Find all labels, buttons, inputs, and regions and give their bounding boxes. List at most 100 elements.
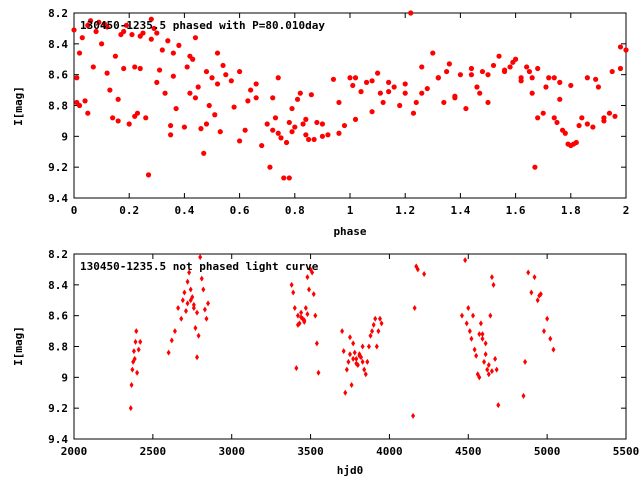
unphased-data-point <box>493 355 498 362</box>
unphased-data-point <box>545 315 550 322</box>
phased-data-point <box>168 132 174 138</box>
phased-data-point <box>228 78 234 84</box>
unphased-data-point <box>532 274 537 281</box>
unphased-data-point <box>202 306 207 313</box>
phased-data-point <box>557 96 563 102</box>
unphased-data-point <box>415 266 420 273</box>
unphased-data-point <box>482 358 487 365</box>
phased-data-point <box>457 72 463 78</box>
phased-data-point <box>479 68 486 75</box>
unphased-data-point <box>360 343 365 350</box>
unphased-data-point <box>477 374 482 381</box>
unphased-data-point <box>483 340 488 347</box>
phased-data-point <box>275 130 281 136</box>
phased-data-point <box>126 121 132 127</box>
phased-data-point <box>341 122 348 129</box>
unphased-data-point <box>169 337 174 344</box>
phased-data-point <box>617 65 624 72</box>
phased-data-point <box>140 30 146 36</box>
phased-data-point <box>162 90 168 96</box>
unphased-data-point <box>136 346 141 353</box>
phased-data-point <box>104 24 110 30</box>
phased-data-point <box>187 90 193 96</box>
phased-data-point <box>430 50 436 56</box>
phased-data-point <box>352 116 359 122</box>
phased-data-point <box>352 75 359 81</box>
phased-data-point <box>76 102 83 109</box>
phased-data-point <box>148 16 154 22</box>
phased-data-point <box>123 22 130 28</box>
unphased-data-point <box>523 358 528 365</box>
unphased-data-point <box>526 269 531 276</box>
phased-data-point <box>237 138 243 144</box>
unphased-plot-frame <box>73 253 627 440</box>
phased-data-point <box>181 124 187 130</box>
unphased-data-point <box>354 355 359 362</box>
unphased-data-point <box>480 331 485 338</box>
phased-data-point <box>245 98 251 104</box>
unphased-data-point <box>132 355 137 362</box>
phased-data-point <box>286 119 292 126</box>
unphased-data-point <box>486 371 491 378</box>
unphased-axis-ticks: 2000 2500 3000 3500 4000 4500 5000 5500 8.2 8.4 8.… <box>48 248 639 458</box>
unphased-data-point <box>348 334 352 341</box>
phased-data-point <box>198 126 204 132</box>
phased-data-point <box>154 30 160 36</box>
unphased-data-point <box>303 304 308 311</box>
phased-data-point <box>306 136 312 143</box>
phased-x-tick-label: 0.4 <box>174 204 194 217</box>
phased-x-tick-label: 1 <box>347 204 354 217</box>
phased-data-point <box>562 130 568 136</box>
unphased-data-point <box>182 289 187 296</box>
unphased-data-point <box>354 360 359 367</box>
phased-data-point <box>369 78 375 84</box>
phased-data-point <box>223 72 229 78</box>
phased-data-point <box>206 102 212 109</box>
unphased-data-point <box>310 269 315 276</box>
phased-data-point <box>524 64 530 70</box>
phased-data-point <box>242 127 248 133</box>
unphased-data-point <box>376 328 381 335</box>
unphased-data-point <box>183 308 188 315</box>
phased-x-tick-label: 1.4 <box>450 204 470 217</box>
unphased-data-point <box>138 338 143 345</box>
unphased-data-point <box>314 340 319 347</box>
unphased-data-point <box>185 300 190 307</box>
phased-data-point <box>104 70 110 76</box>
unphased-data-points <box>128 254 556 419</box>
phased-data-point <box>170 73 176 79</box>
phased-data-point <box>154 79 160 85</box>
unphased-y-tick-label: 9 <box>61 371 68 384</box>
unphased-data-point <box>341 348 346 355</box>
unphased-data-point <box>521 392 526 399</box>
phased-data-point <box>272 115 279 121</box>
phased-data-point <box>507 64 513 70</box>
unphased-data-point <box>412 304 417 311</box>
phased-data-point <box>286 175 292 181</box>
unphased-y-tick-label: 8.8 <box>48 341 68 354</box>
unphased-x-tick-label: 5000 <box>534 445 561 458</box>
phased-data-point <box>303 132 309 138</box>
unphased-data-point <box>188 297 193 304</box>
phased-data-point <box>253 95 259 101</box>
phased-data-point <box>441 99 447 106</box>
unphased-data-point <box>176 304 181 311</box>
phased-data-point <box>308 92 314 98</box>
phased-data-point <box>217 129 223 135</box>
phased-data-point <box>165 38 171 44</box>
phased-data-point <box>490 62 497 69</box>
unphased-data-point <box>374 343 379 350</box>
unphased-data-point <box>133 338 138 345</box>
unphased-data-point <box>346 358 351 365</box>
unphased-data-point <box>370 328 375 335</box>
phased-data-point <box>568 82 574 89</box>
phased-y-tick-label: 8.2 <box>48 7 68 20</box>
unphased-data-point <box>193 325 198 331</box>
unphased-data-point <box>464 320 469 327</box>
unphased-data-point <box>474 352 479 359</box>
phased-data-point <box>311 136 317 143</box>
phased-data-point <box>529 90 535 96</box>
unphased-data-point <box>128 405 133 412</box>
phased-data-point <box>303 116 309 122</box>
